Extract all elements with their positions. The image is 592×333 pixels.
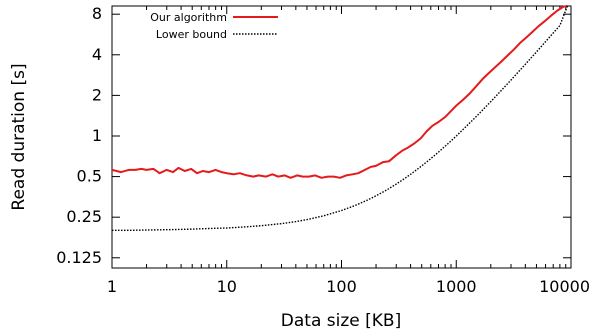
y-tick-label: 0.5 bbox=[77, 167, 102, 186]
legend: Our algorithm Lower bound bbox=[150, 11, 278, 41]
y-tick-label: 0.25 bbox=[66, 207, 102, 226]
y-tick-label: 1 bbox=[92, 126, 102, 145]
legend-label-our-algorithm: Our algorithm bbox=[150, 11, 227, 24]
y-axis-ticks: 0.125 0.25 0.5 1 2 4 8 bbox=[56, 4, 571, 267]
x-tick-label: 10000 bbox=[539, 277, 590, 296]
y-tick-label: 0.125 bbox=[56, 248, 102, 267]
y-axis-title: Read duration [s] bbox=[9, 63, 29, 210]
y-tick-label: 4 bbox=[92, 45, 102, 64]
x-axis-title: Data size [KB] bbox=[281, 311, 401, 331]
series-layer bbox=[111, 5, 569, 232]
plot-frame bbox=[111, 5, 572, 269]
legend-label-lower-bound: Lower bound bbox=[156, 28, 227, 41]
series-line-our-algorithm bbox=[111, 5, 568, 179]
x-tick-label: 100 bbox=[326, 277, 357, 296]
series-line-lower-bound bbox=[112, 5, 569, 232]
x-tick-label: 1 bbox=[107, 277, 117, 296]
y-tick-label: 8 bbox=[92, 4, 102, 23]
y-tick-label: 2 bbox=[92, 85, 102, 104]
x-tick-label: 10 bbox=[217, 277, 237, 296]
x-axis-ticks: 1 10 100 1000 10000 bbox=[107, 6, 590, 296]
x-tick-label: 1000 bbox=[436, 277, 477, 296]
